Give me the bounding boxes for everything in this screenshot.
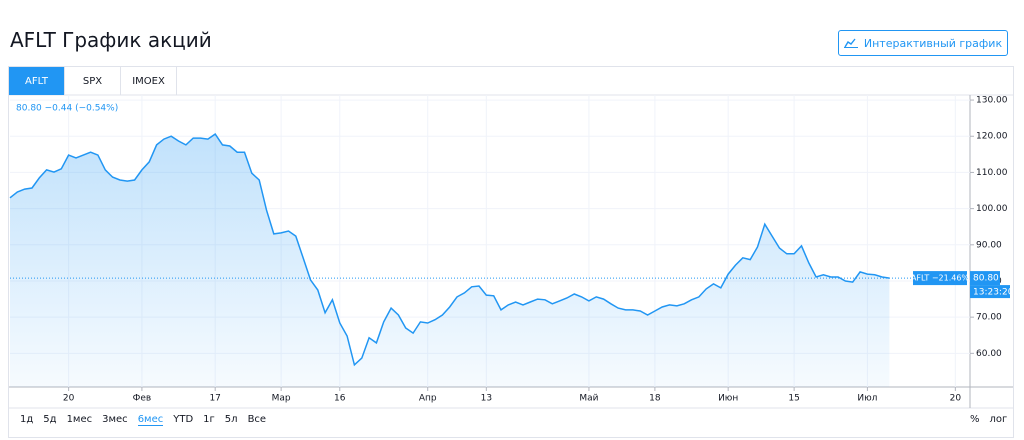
range-button[interactable]: 6мес xyxy=(137,414,164,426)
x-tick-label: 17 xyxy=(209,394,220,404)
tab[interactable]: AFLT xyxy=(9,67,65,95)
scale-button[interactable]: лог xyxy=(989,414,1008,425)
tab[interactable]: SPX xyxy=(65,67,121,95)
y-tick-label: 120.00 xyxy=(976,132,1008,142)
x-tick-label: 18 xyxy=(649,394,661,404)
x-tick-label: Апр xyxy=(419,394,437,404)
tabs: AFLT SPX IMOEX xyxy=(9,67,177,95)
last-price-label: 80.80 xyxy=(973,274,999,284)
last-price-label-bg xyxy=(970,271,1000,286)
legend-text: 80.80 −0.44 (−0.54%) xyxy=(16,104,118,114)
name-label-bg xyxy=(913,271,967,286)
chart-widget xyxy=(8,66,1014,438)
page-title: AFLT График акций xyxy=(10,28,212,52)
interactive-chart-button[interactable]: Интерактивный график xyxy=(838,30,1008,56)
name-label: AFLT −21.46% xyxy=(911,274,969,283)
scale-button[interactable]: % xyxy=(970,414,980,425)
tab[interactable]: IMOEX xyxy=(121,67,177,95)
range-buttons: 1д 5д 1мес 3мес 6мес YTD 1г 5л Все xyxy=(20,414,266,426)
range-button[interactable]: Все xyxy=(247,414,267,425)
y-tick-label: 130.00 xyxy=(976,96,1008,106)
range-button[interactable]: YTD xyxy=(173,414,194,425)
time-label: 13:23:20 xyxy=(973,288,1014,298)
range-button[interactable]: 1д xyxy=(20,414,34,425)
y-tick-label: 110.00 xyxy=(976,168,1008,178)
range-button[interactable]: 5д xyxy=(43,414,57,425)
x-tick-label: Июл xyxy=(857,394,877,404)
x-tick-label: 20 xyxy=(63,394,75,404)
scale-buttons: % лог xyxy=(970,414,1007,425)
y-tick-label: 60.00 xyxy=(976,349,1002,359)
range-button[interactable]: 3мес xyxy=(102,414,128,425)
x-tick-label: Май xyxy=(579,394,598,404)
range-button[interactable]: 1г xyxy=(203,414,215,425)
button-icon xyxy=(843,38,858,48)
time-label-bg xyxy=(970,285,1010,299)
x-tick-label: Фев xyxy=(133,394,152,404)
x-tick-label: 15 xyxy=(788,394,799,404)
area xyxy=(10,134,890,387)
range-button[interactable]: 5л xyxy=(224,414,238,425)
x-tick-label: 13 xyxy=(481,394,492,404)
x-tick-label: Июн xyxy=(718,394,738,404)
y-tick-label: 70.00 xyxy=(976,313,1002,323)
price-line xyxy=(9,133,890,367)
x-tick-label: 20 xyxy=(950,394,962,404)
x-tick-label: Мар xyxy=(272,394,291,404)
y-tick-label: 100.00 xyxy=(976,204,1008,214)
y-tick-label: 90.00 xyxy=(976,240,1002,250)
range-button[interactable]: 1мес xyxy=(66,414,93,425)
button-label: Интерактивный график xyxy=(863,36,1003,50)
x-tick-label: 16 xyxy=(334,394,346,404)
